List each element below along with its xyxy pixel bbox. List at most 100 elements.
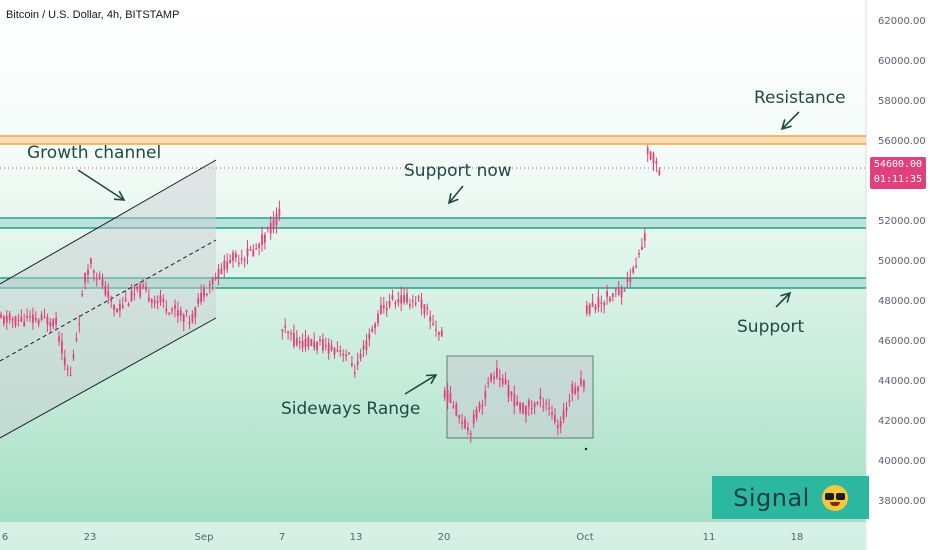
candle-body [565, 407, 568, 412]
candle-body [208, 284, 211, 286]
candle-body [8, 313, 11, 320]
candle-body [110, 297, 113, 302]
candle-body [185, 310, 188, 312]
candle-body [345, 354, 347, 357]
candle-body [81, 293, 84, 296]
current-price-label: 54600.00 [873, 159, 923, 170]
price-tick-label: 52000.00 [878, 216, 926, 227]
candle-body [49, 322, 52, 327]
candle-body [464, 419, 466, 429]
candle-body [585, 305, 588, 314]
candle-body [522, 403, 524, 414]
candle-body [626, 277, 629, 282]
sideways-range-arrow-icon-head [425, 374, 438, 385]
candle-body [380, 305, 382, 315]
candle-body [174, 304, 176, 309]
signal-badge[interactable]: Signal [712, 476, 869, 519]
candle-body [313, 341, 316, 348]
candle-body [217, 268, 220, 279]
candle-body [223, 260, 226, 270]
candle-body [284, 325, 287, 328]
candle-body [92, 270, 95, 274]
candle-body [90, 258, 92, 265]
candle-body [226, 261, 229, 270]
candle-body [371, 328, 374, 332]
candle-body [359, 354, 362, 359]
candle-body [136, 286, 139, 290]
candle-body [324, 345, 327, 347]
candle-body [127, 304, 130, 306]
time-tick-label: Sep [195, 532, 214, 543]
candle-body [652, 153, 655, 164]
candle-body [130, 290, 133, 301]
candle-body [620, 289, 623, 298]
candle-body [278, 208, 281, 217]
candle-body [275, 214, 278, 226]
resistance-arrow-icon [781, 111, 800, 130]
candle-body [409, 304, 411, 307]
candle-body [162, 299, 165, 302]
time-tick-label: 23 [84, 532, 97, 543]
candle-body [374, 323, 376, 329]
candle-body [504, 379, 507, 384]
channel-lower-line [0, 317, 217, 439]
candle-body [536, 402, 539, 404]
candle-body [214, 276, 217, 279]
support-now-arrow-icon-head [447, 193, 459, 205]
price-scale[interactable] [866, 0, 932, 550]
candle-body [490, 374, 492, 381]
candle-body [298, 341, 301, 344]
price-tick-label: 58000.00 [878, 96, 926, 107]
candle-body [203, 288, 205, 297]
candle-body [458, 414, 461, 418]
candle-body [353, 372, 356, 374]
candle-body [516, 401, 519, 406]
candle-body [435, 329, 437, 331]
time-scale[interactable] [0, 522, 866, 550]
candle-body [266, 227, 269, 229]
candle-body [84, 272, 86, 283]
candle-body [417, 296, 420, 299]
candle-body [139, 283, 142, 297]
bar-countdown-label: 01:11:35 [873, 174, 923, 185]
candle-body [591, 302, 594, 307]
candle-body [597, 297, 600, 308]
marker-dot [584, 447, 588, 451]
candle-body [658, 170, 661, 175]
price-tick-label: 60000.00 [878, 56, 926, 67]
candle-body [594, 306, 597, 310]
price-tick-label: 48000.00 [878, 296, 926, 307]
candle-body [287, 331, 289, 334]
candle-body [461, 422, 463, 424]
candle-body [414, 303, 417, 305]
candle-body [498, 377, 501, 380]
candle-body [641, 246, 643, 250]
candle-body [220, 268, 223, 275]
candle-body [411, 300, 414, 302]
candle-body [539, 396, 542, 399]
candle-body [295, 337, 298, 346]
candle-body [388, 301, 391, 307]
candle-body [568, 400, 571, 403]
candle-body [142, 285, 144, 288]
candle-body [197, 298, 200, 304]
sunglasses-face-icon [821, 484, 848, 511]
candle-body [556, 425, 559, 429]
candle-body [200, 292, 202, 302]
candle-body [513, 394, 516, 407]
candle-body [246, 248, 249, 257]
candle-body [496, 368, 498, 378]
candle-body [168, 312, 171, 315]
candle-body [46, 316, 49, 325]
candle-body [600, 302, 603, 304]
candle-body [307, 337, 310, 347]
support-arrow-icon [775, 292, 791, 308]
candle-body [562, 410, 565, 420]
candle-body [403, 295, 405, 303]
candle-body [469, 433, 472, 435]
candle-body [304, 338, 307, 348]
candle-body [643, 233, 646, 241]
time-tick-label: 13 [350, 532, 363, 543]
